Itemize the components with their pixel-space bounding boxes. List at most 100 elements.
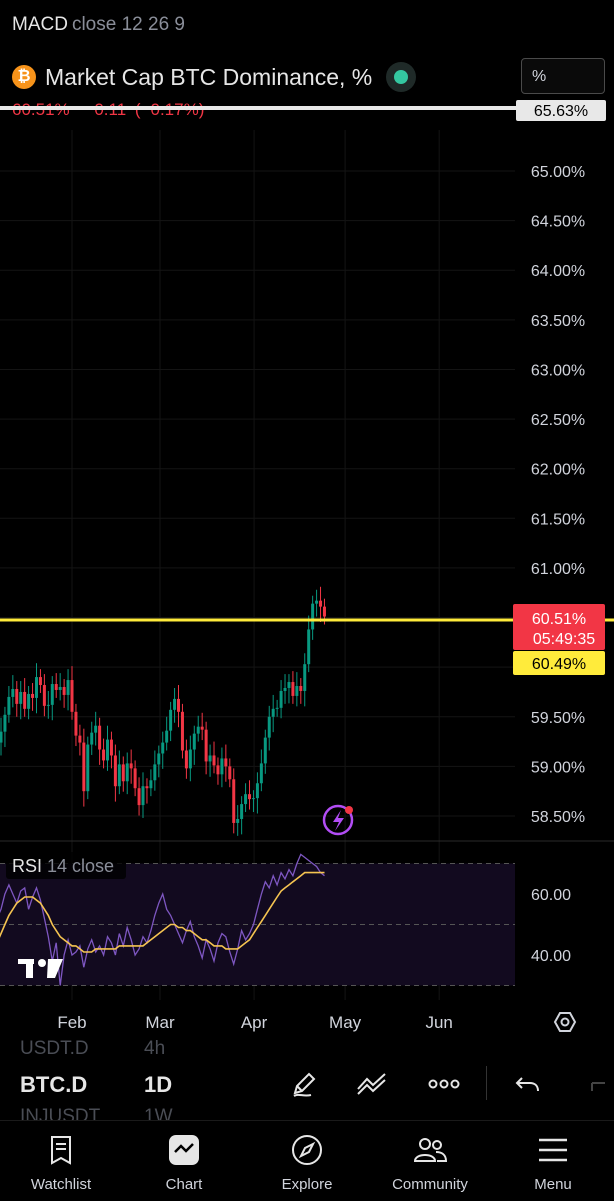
candle-body xyxy=(188,749,192,769)
x-tick-label: Mar xyxy=(145,1013,175,1032)
more-button[interactable] xyxy=(426,1066,462,1102)
flash-event-icon[interactable] xyxy=(322,804,354,836)
candle-body xyxy=(3,714,7,732)
candle-body xyxy=(196,726,200,734)
trend-lines-icon xyxy=(357,1073,386,1095)
candle-body xyxy=(19,691,23,704)
candle-body xyxy=(173,698,177,710)
symbol-header[interactable]: ₿ Market Cap BTC Dominance, % xyxy=(12,60,417,94)
candle-body xyxy=(106,739,110,761)
candle-body xyxy=(220,758,224,775)
candle-body xyxy=(315,600,319,604)
candle-body xyxy=(102,749,106,761)
candle-body xyxy=(322,606,326,617)
candle-body xyxy=(307,629,311,665)
interval-button[interactable]: 1D xyxy=(144,1072,173,1097)
y-tick-label: 64.00% xyxy=(531,263,585,280)
candle-body xyxy=(149,780,153,789)
candle-body xyxy=(31,693,35,698)
candle-body xyxy=(70,680,74,712)
macd-params: close 12 26 9 xyxy=(71,14,185,35)
nav-community[interactable]: Community xyxy=(370,1121,490,1201)
candle-body xyxy=(303,664,307,691)
candle-body xyxy=(251,798,255,800)
chart-icon xyxy=(169,1135,199,1165)
bitcoin-logo-icon: ₿ xyxy=(12,65,36,89)
chart-settings-icon[interactable] xyxy=(553,1012,577,1032)
macd-indicator-label[interactable]: MACD close 12 26 9 xyxy=(12,14,185,36)
candle-body xyxy=(78,735,82,743)
y-tick-label: 62.00% xyxy=(531,462,585,479)
y-tick-label: 62.50% xyxy=(531,412,585,429)
candles xyxy=(0,586,326,836)
y-axis: 65.00% 64.50% 64.00% 63.50% 63.00% 62.50% 62.0… xyxy=(531,164,585,826)
candle-body xyxy=(38,677,42,686)
candle-body xyxy=(109,739,113,756)
ghost-interval-top: 4h xyxy=(144,1038,166,1059)
candle-body xyxy=(299,686,303,691)
candle-body xyxy=(125,763,129,782)
candle-body xyxy=(141,786,145,806)
current-price-label: 60.51% 05:49:35 xyxy=(513,604,605,650)
unit-selector[interactable]: % xyxy=(521,58,605,94)
candle-body xyxy=(86,744,90,792)
compass-icon xyxy=(292,1135,322,1165)
candle-body xyxy=(291,682,295,696)
candle-body xyxy=(279,690,283,708)
bottom-navigation: Watchlist Chart Explore Community Menu xyxy=(0,1120,614,1201)
candle-body xyxy=(228,766,232,780)
symbol-button[interactable]: BTC.D xyxy=(20,1072,88,1097)
y-tick-label: 63.00% xyxy=(531,362,585,379)
candle-body xyxy=(204,729,208,762)
rsi-pane: 60.00 40.00 xyxy=(0,853,571,986)
ghost-symbol-top: USDT.D xyxy=(20,1038,89,1059)
market-status-icon[interactable] xyxy=(386,62,417,92)
undo-button[interactable] xyxy=(510,1066,546,1102)
candle-body xyxy=(42,685,46,706)
candle-body xyxy=(113,755,117,787)
x-axis: Feb Mar Apr May Jun xyxy=(57,1013,453,1032)
rsi-params: 14 close xyxy=(47,856,114,876)
candle-body xyxy=(236,818,240,823)
rsi-line xyxy=(0,853,325,986)
candle-body xyxy=(54,684,58,690)
nav-chart[interactable]: Chart xyxy=(124,1121,244,1201)
x-tick-label: May xyxy=(329,1013,362,1032)
candle-body xyxy=(224,758,228,767)
alert-price-label: 60.49% xyxy=(513,651,605,675)
nav-menu[interactable]: Menu xyxy=(493,1121,613,1201)
y-tick-label: 61.50% xyxy=(531,511,585,528)
candle-body xyxy=(34,677,38,698)
top-price-marker-text: 65.63% xyxy=(534,103,588,120)
more-dots-icon xyxy=(428,1079,460,1089)
candle-body xyxy=(180,711,184,751)
candle-body xyxy=(319,600,323,607)
candle-body xyxy=(74,711,78,736)
candle-body xyxy=(177,698,181,712)
undo-icon xyxy=(515,1077,539,1092)
candle-body xyxy=(121,764,125,782)
nav-watchlist[interactable]: Watchlist xyxy=(1,1121,121,1201)
candle-body xyxy=(200,726,204,730)
watchlist-icon xyxy=(51,1136,71,1165)
tradingview-logo-icon xyxy=(18,959,63,978)
macd-name: MACD xyxy=(12,14,68,35)
candle-body xyxy=(82,742,86,792)
nav-explore[interactable]: Explore xyxy=(247,1121,367,1201)
chart-canvas[interactable]: 65.00% 64.50% 64.00% 63.50% 63.00% 62.50% 62.0… xyxy=(0,0,614,1040)
candle-body xyxy=(271,708,275,717)
candle-body xyxy=(192,733,196,750)
candle-body xyxy=(216,765,220,775)
candle-body xyxy=(184,750,188,769)
redo-button[interactable] xyxy=(586,1066,614,1102)
candle-body xyxy=(46,704,50,706)
candle-body xyxy=(137,788,141,806)
drawing-tool-button[interactable] xyxy=(286,1066,322,1102)
candle-body xyxy=(311,603,315,630)
x-tick-label: Apr xyxy=(241,1013,268,1032)
candle-body xyxy=(165,730,169,743)
candle-body xyxy=(27,693,31,709)
trend-tool-button[interactable] xyxy=(354,1066,390,1102)
candle-body xyxy=(0,731,3,743)
candle-body xyxy=(15,688,19,704)
